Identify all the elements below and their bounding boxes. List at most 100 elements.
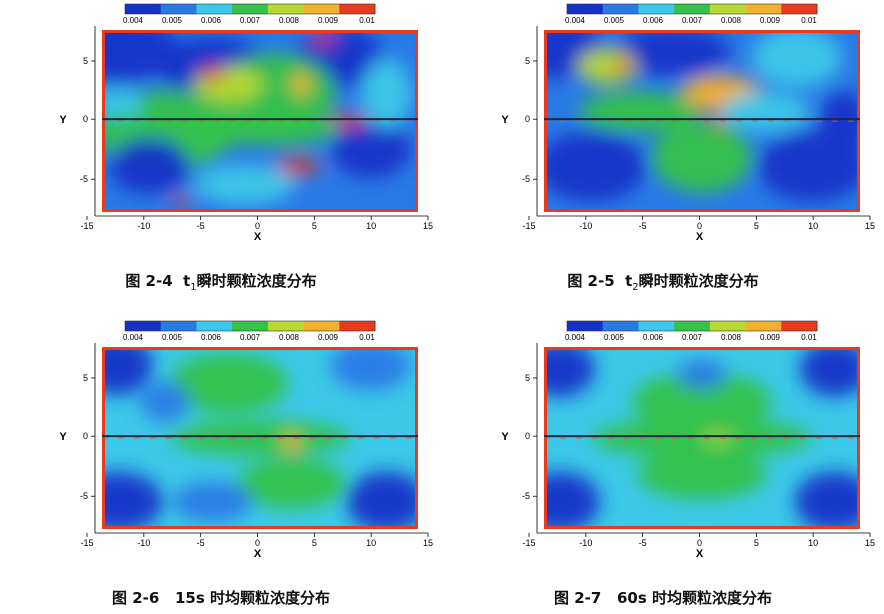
colorbar-tick-label: 0.01 — [359, 16, 375, 25]
x-tick-label: 10 — [366, 538, 376, 548]
y-tick-label: -5 — [522, 491, 530, 501]
y-axis-label: Y — [501, 431, 509, 443]
concentration-region — [520, 472, 600, 532]
x-tick-label: -15 — [522, 221, 535, 231]
x-tick-label: 10 — [808, 538, 818, 548]
concentration-region — [677, 359, 727, 389]
figure-2-6: 0.004 0.005 0.006 0.007 0.008 0.009 0.01 -15 -10… — [0, 307, 442, 614]
colorbar-swatch — [125, 4, 161, 14]
colorbar-swatch — [268, 4, 304, 14]
colorbar-tick-label: 0.008 — [279, 16, 300, 25]
colorbar: 0.004 0.005 0.006 0.007 0.008 0.009 0.01 — [123, 4, 376, 25]
concentration-region — [73, 472, 163, 532]
x-tick-label: 10 — [366, 221, 376, 231]
colorbar-swatch — [304, 321, 340, 331]
colorbar-tick-label: 0.01 — [801, 333, 817, 342]
y-tick-label: 0 — [83, 114, 88, 124]
colorbar-tick-label: 0.007 — [682, 16, 703, 25]
y-tick-label: -5 — [522, 174, 530, 184]
x-tick-label: -10 — [137, 221, 150, 231]
x-tick-label: -10 — [137, 538, 150, 548]
y-tick-label: 5 — [83, 56, 88, 66]
contour-plot: 0.004 0.005 0.006 0.007 0.008 0.009 0.01 -15 -10… — [442, 0, 884, 265]
colorbar-swatch — [710, 321, 746, 331]
colorbar-tick-label: 0.01 — [359, 333, 375, 342]
colorbar-tick-label: 0.006 — [643, 333, 664, 342]
colorbar-swatch — [781, 321, 817, 331]
colorbar-swatch — [603, 4, 639, 14]
concentration-region — [819, 91, 869, 151]
concentration-region — [752, 27, 842, 87]
concentration-region — [579, 92, 699, 132]
x-tick-label: 15 — [865, 538, 875, 548]
x-tick-label: 10 — [808, 221, 818, 231]
figure-caption: 图 2-6 15s 时均颗粒浓度分布 — [0, 587, 442, 608]
concentration-region — [140, 382, 190, 422]
x-tick-label: 0 — [697, 538, 702, 548]
caption-text: 时均颗粒浓度分布 — [210, 589, 330, 607]
x-tick-label: 5 — [312, 538, 317, 548]
contour-plot: 0.004 0.005 0.006 0.007 0.008 0.009 0.01 -15 -10… — [0, 0, 442, 265]
caption-text: 瞬时颗粒浓度分布 — [197, 272, 317, 290]
concentration-region — [237, 459, 347, 509]
x-tick-label: 5 — [754, 538, 759, 548]
figure-2-5: 0.004 0.005 0.006 0.007 0.008 0.009 0.01 -15 -10… — [442, 0, 884, 307]
figure-2-4: 0.004 0.005 0.006 0.007 0.008 0.009 0.01 -15 -10… — [0, 0, 442, 307]
colorbar-swatch — [567, 4, 603, 14]
x-axis-label: X — [254, 548, 262, 560]
colorbar-swatch — [567, 321, 603, 331]
colorbar-swatch — [746, 4, 782, 14]
caption-prefix: 图 2-6 — [112, 589, 159, 607]
colorbar-tick-label: 0.006 — [201, 333, 222, 342]
concentration-region — [720, 92, 810, 132]
caption-var: 60s — [617, 589, 647, 607]
colorbar-swatch — [232, 321, 268, 331]
contour-plot: 0.004 0.005 0.006 0.007 0.008 0.009 0.01 -15 -10… — [442, 307, 884, 572]
y-tick-label: 0 — [525, 114, 530, 124]
concentration-region — [309, 34, 337, 44]
colorbar-tick-label: 0.009 — [318, 16, 339, 25]
colorbar-tick-label: 0.007 — [682, 333, 703, 342]
x-tick-label: -15 — [80, 538, 93, 548]
colorbar-tick-label: 0.009 — [318, 333, 339, 342]
contour-field — [73, 335, 427, 532]
contour-plot: 0.004 0.005 0.006 0.007 0.008 0.009 0.01 -15 -10… — [0, 307, 442, 572]
colorbar-swatch — [268, 321, 304, 331]
colorbar-tick-label: 0.004 — [123, 333, 144, 342]
y-axis-label: Y — [501, 114, 509, 126]
concentration-region — [613, 60, 633, 72]
caption-text: 时均颗粒浓度分布 — [652, 589, 772, 607]
concentration-region — [331, 118, 411, 178]
x-tick-label: 15 — [423, 221, 433, 231]
colorbar-swatch — [125, 321, 161, 331]
x-tick-label: 0 — [255, 221, 260, 231]
colorbar-tick-label: 0.005 — [162, 16, 183, 25]
concentration-region — [173, 482, 253, 522]
x-tick-label: 0 — [255, 538, 260, 548]
caption-prefix: 图 2-7 — [554, 589, 601, 607]
x-tick-label: 15 — [423, 538, 433, 548]
concentration-region — [93, 88, 143, 118]
colorbar-swatch — [781, 4, 817, 14]
x-tick-label: -10 — [579, 538, 592, 548]
colorbar-tick-label: 0.004 — [123, 16, 144, 25]
caption-prefix: 图 2-5 — [567, 272, 614, 290]
y-tick-label: -5 — [80, 491, 88, 501]
x-axis-label: X — [696, 548, 704, 560]
x-tick-label: 15 — [865, 221, 875, 231]
y-tick-label: -5 — [80, 174, 88, 184]
x-tick-label: 5 — [312, 221, 317, 231]
figure-caption: 图 2-5 t2瞬时颗粒浓度分布 — [442, 270, 884, 293]
colorbar-tick-label: 0.008 — [721, 16, 742, 25]
figure-caption: 图 2-7 60s 时均颗粒浓度分布 — [442, 587, 884, 608]
colorbar-tick-label: 0.005 — [604, 16, 625, 25]
colorbar-swatch — [161, 4, 197, 14]
concentration-region — [536, 132, 646, 202]
x-tick-label: 0 — [697, 221, 702, 231]
colorbar-tick-label: 0.006 — [201, 16, 222, 25]
y-tick-label: 0 — [83, 431, 88, 441]
concentration-region — [170, 420, 350, 456]
contour-field — [58, 13, 418, 212]
y-tick-label: 5 — [525, 373, 530, 383]
colorbar-swatch — [674, 321, 710, 331]
